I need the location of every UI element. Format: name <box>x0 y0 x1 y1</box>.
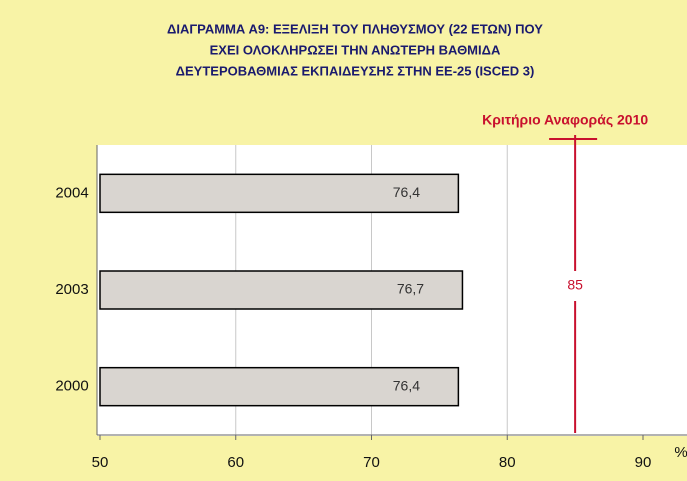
value-label: 76,7 <box>397 281 424 297</box>
x-tick-label: 90 <box>635 454 652 471</box>
chart-title: ΕΧΕΙ ΟΛΟΚΛΗΡΩΣΕΙ ΤΗΝ ΑΝΩΤΕΡΗ ΒΑΘΜΙΔΑ <box>210 42 501 57</box>
value-label: 76,4 <box>393 377 420 393</box>
x-tick-label: 60 <box>227 454 244 471</box>
x-tick-label: 50 <box>92 454 109 471</box>
x-tick-label: 70 <box>363 454 380 471</box>
value-label: 76,4 <box>393 184 420 200</box>
chart-title: ΔΙΑΓΡΑΜΜΑ Α9: ΕΞΕΛΙΞΗ ΤΟΥ ΠΛΗΘΥΣΜΟΥ (22 … <box>167 21 543 36</box>
y-tick-label: 2000 <box>55 378 88 395</box>
y-tick-label: 2004 <box>55 184 88 201</box>
x-tick-label: 80 <box>499 454 516 471</box>
bar <box>99 366 460 407</box>
y-tick-label: 2003 <box>55 281 88 298</box>
x-unit: % <box>674 444 687 461</box>
reference-label: 85 <box>567 277 583 293</box>
reference-annotation: Κριτήριο Αναφοράς 2010 <box>482 112 648 128</box>
bar <box>99 173 460 214</box>
chart-title: ΔΕΥΤΕΡΟΒΑΘΜΙΑΣ ΕΚΠΑΙΔΕΥΣΗΣ ΣΤΗΝ ΕΕ-25 (I… <box>176 63 535 78</box>
bar <box>99 270 464 310</box>
